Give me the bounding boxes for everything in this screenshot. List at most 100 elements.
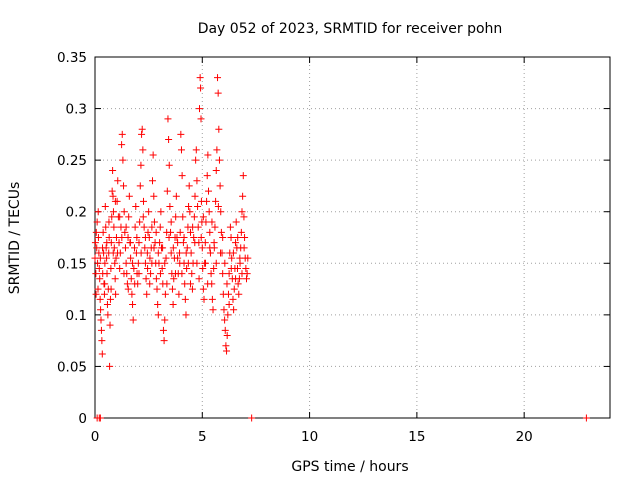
data-point-marker bbox=[123, 280, 131, 288]
data-point-marker bbox=[116, 264, 124, 272]
data-point-marker bbox=[229, 295, 237, 303]
data-point-marker bbox=[160, 337, 168, 345]
data-point-marker bbox=[189, 223, 197, 231]
data-point-marker bbox=[137, 249, 145, 257]
data-point-marker bbox=[199, 213, 207, 221]
data-point-marker bbox=[131, 280, 139, 288]
data-point-marker bbox=[139, 213, 147, 221]
data-point-marker bbox=[213, 146, 221, 154]
data-point-marker bbox=[108, 213, 116, 221]
data-point-marker bbox=[221, 316, 229, 324]
data-point-marker bbox=[196, 105, 204, 113]
data-point-marker bbox=[206, 249, 214, 257]
data-point-marker bbox=[229, 249, 237, 257]
data-point-marker bbox=[149, 151, 157, 159]
data-point-marker bbox=[177, 130, 185, 138]
x-tick-label: 5 bbox=[198, 429, 207, 445]
data-point-marker bbox=[140, 223, 148, 231]
data-point-marker bbox=[154, 249, 162, 257]
data-point-marker bbox=[109, 166, 117, 174]
data-point-marker bbox=[199, 285, 207, 293]
data-point-marker bbox=[156, 239, 164, 247]
data-point-marker bbox=[103, 270, 111, 278]
data-point-marker bbox=[212, 259, 220, 267]
data-point-marker bbox=[244, 254, 252, 262]
data-point-marker bbox=[180, 234, 188, 241]
data-point-marker bbox=[92, 270, 100, 278]
data-point-marker bbox=[216, 182, 224, 190]
data-point-marker bbox=[232, 275, 240, 283]
data-point-marker bbox=[163, 280, 171, 288]
data-point-marker bbox=[224, 290, 232, 298]
data-point-marker bbox=[242, 275, 250, 283]
data-point-marker bbox=[94, 234, 102, 241]
data-point-marker bbox=[144, 264, 152, 272]
data-point-marker bbox=[176, 249, 184, 257]
y-tick-label: 0.05 bbox=[57, 359, 87, 375]
data-point-marker bbox=[208, 218, 216, 226]
data-point-marker bbox=[176, 259, 184, 267]
data-point-marker bbox=[105, 234, 113, 241]
data-point-marker bbox=[96, 295, 104, 303]
data-point-marker bbox=[161, 290, 169, 298]
data-point-marker bbox=[108, 187, 116, 195]
data-point-marker bbox=[190, 234, 198, 241]
data-point-marker bbox=[192, 146, 200, 154]
data-point-marker bbox=[195, 275, 203, 283]
y-axis-tick-labels: 0 0.05 0.1 0.15 0.2 0.25 0.3 0.35 bbox=[57, 50, 87, 427]
data-point-marker bbox=[224, 311, 232, 319]
data-point-marker bbox=[183, 264, 191, 272]
data-point-marker bbox=[210, 239, 218, 247]
data-point-marker bbox=[219, 270, 227, 278]
data-point-marker bbox=[104, 311, 112, 319]
data-point-marker bbox=[193, 259, 201, 267]
data-point-marker bbox=[120, 270, 128, 278]
data-point-marker bbox=[191, 239, 199, 247]
data-point-marker bbox=[198, 244, 206, 252]
data-point-marker bbox=[217, 249, 225, 257]
data-point-marker bbox=[178, 270, 186, 278]
data-point-marker bbox=[139, 197, 147, 205]
data-point-marker bbox=[205, 208, 213, 216]
data-point-marker bbox=[225, 270, 233, 278]
data-point-marker bbox=[97, 326, 105, 334]
data-point-marker bbox=[239, 172, 247, 180]
data-point-marker bbox=[188, 270, 196, 278]
data-point-marker bbox=[142, 275, 150, 283]
data-point-marker bbox=[208, 295, 216, 303]
data-point-marker bbox=[221, 259, 229, 267]
data-point-marker bbox=[240, 213, 248, 221]
y-tick-label: 0.25 bbox=[57, 153, 87, 169]
data-points bbox=[91, 74, 590, 422]
data-point-marker bbox=[101, 203, 109, 211]
data-point-marker bbox=[141, 234, 149, 241]
data-point-marker bbox=[165, 234, 173, 241]
data-point-marker bbox=[119, 156, 127, 164]
data-point-marker bbox=[237, 228, 245, 236]
data-point-marker bbox=[129, 316, 137, 324]
data-point-marker bbox=[204, 280, 212, 288]
data-point-marker bbox=[130, 244, 138, 252]
data-point-marker bbox=[133, 234, 141, 241]
data-point-marker bbox=[182, 249, 190, 257]
data-point-marker bbox=[227, 234, 235, 241]
data-point-marker bbox=[173, 234, 181, 241]
data-point-marker bbox=[215, 125, 223, 133]
x-tick-label: 10 bbox=[301, 429, 318, 445]
data-point-marker bbox=[109, 208, 117, 216]
data-point-marker bbox=[94, 259, 102, 267]
data-point-marker bbox=[205, 187, 213, 195]
data-point-marker bbox=[176, 228, 184, 236]
data-point-marker bbox=[191, 192, 199, 200]
data-point-marker bbox=[103, 239, 111, 247]
data-point-marker bbox=[93, 218, 101, 226]
data-point-marker bbox=[163, 187, 171, 195]
data-point-marker bbox=[240, 244, 248, 252]
data-point-marker bbox=[91, 239, 99, 247]
x-tick-label: 15 bbox=[408, 429, 425, 445]
x-axis-tick-labels: 0 5 10 15 20 bbox=[91, 429, 533, 445]
y-tick-label: 0.3 bbox=[66, 102, 87, 118]
data-point-marker bbox=[233, 264, 241, 272]
data-point-marker bbox=[107, 285, 115, 293]
